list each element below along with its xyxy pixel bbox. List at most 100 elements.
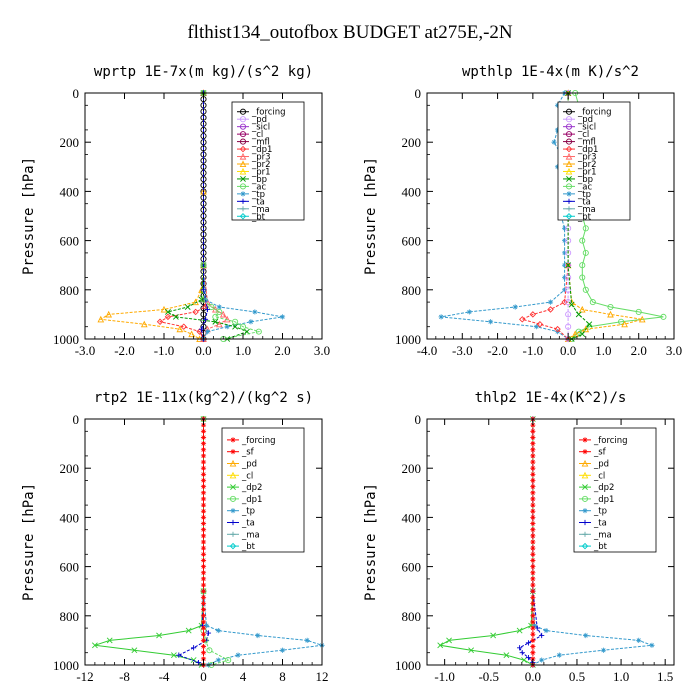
data-point: [529, 311, 537, 318]
data-point: [565, 323, 572, 330]
y-tick-label: 0: [415, 86, 422, 101]
legend-marker: [240, 198, 246, 204]
data-point: [519, 650, 525, 656]
data-point: [638, 315, 646, 323]
series-line-pr3: [203, 93, 228, 340]
legend-label: _cl: [593, 471, 605, 481]
legend-label: _forcing: [251, 108, 286, 118]
legend-label: _tp: [577, 190, 591, 200]
legend-marker: [239, 108, 247, 115]
legend-label: _bp: [577, 175, 593, 185]
y-axis-label: Pressure [hPa]: [21, 157, 37, 275]
data-point: [621, 320, 628, 328]
legend-marker: [230, 519, 236, 526]
data-point: [216, 304, 222, 310]
data-point: [304, 637, 310, 643]
data-point: [91, 642, 98, 649]
series-line-dp2: [94, 419, 204, 666]
data-point: [200, 656, 207, 662]
data-point: [530, 570, 536, 576]
data-point: [530, 588, 536, 594]
data-point: [583, 632, 589, 639]
data-point: [556, 652, 562, 658]
chart-subtitle: wpthlp 1E-4x(m K)/s^2: [462, 64, 639, 80]
data-point: [534, 625, 540, 631]
legend-label: _dp1: [241, 495, 262, 505]
x-tick-label: 1.0: [595, 343, 611, 358]
legend: _forcing _sf _pd_cl _dp2 _dp1 _tp _ta_ma _bt: [221, 427, 305, 553]
legend-marker: [581, 542, 589, 550]
data-point: [636, 637, 642, 643]
legend-label: _pr3: [577, 153, 597, 163]
x-tick-label: 3.0: [314, 343, 330, 358]
y-tick-label: 600: [402, 560, 422, 575]
data-point: [200, 490, 207, 496]
data-point: [582, 249, 589, 256]
x-tick-label: -1.0: [154, 343, 175, 358]
legend-label: _dp1: [577, 145, 598, 155]
data-point: [279, 314, 286, 320]
data-point: [530, 545, 536, 551]
figure-title: flthist134_outofbox BUDGET at275E,-2N: [187, 22, 513, 43]
data-point: [565, 286, 572, 293]
data-point: [582, 325, 590, 333]
legend-marker: [239, 160, 247, 168]
y-tick-label: 600: [402, 234, 422, 249]
data-point: [565, 299, 572, 306]
data-point: [106, 637, 113, 644]
data-point: [565, 311, 572, 318]
legend-label: _forcing: [241, 436, 276, 446]
legend-label: _tp: [241, 507, 255, 517]
data-point: [200, 625, 207, 631]
x-tick-label: -3.0: [452, 343, 473, 358]
legend-marker: [230, 508, 236, 514]
y-tick-label: 800: [60, 609, 80, 624]
data-point: [219, 310, 227, 318]
legend-label: _dp2: [241, 483, 262, 493]
chart-subtitle: rtp2 1E-11x(kg^2)/(kg^2 s): [94, 390, 313, 406]
data-point: [530, 594, 536, 600]
x-tick-label: -0.5: [478, 669, 499, 684]
data-point: [191, 645, 197, 651]
data-point: [203, 623, 210, 629]
legend-marker: [230, 449, 236, 455]
data-point: [532, 623, 538, 629]
data-point: [224, 324, 230, 330]
legend-label: _pd: [577, 115, 593, 125]
data-point: [554, 127, 561, 133]
data-point: [530, 576, 536, 582]
data-point: [195, 659, 202, 666]
series-line-dp1: [158, 93, 207, 340]
legend-marker: [565, 123, 573, 130]
data-point: [503, 652, 510, 659]
x-tick-label: 8: [279, 669, 286, 684]
data-point: [530, 625, 536, 631]
data-point: [200, 453, 207, 459]
legend-marker: [565, 160, 573, 168]
x-tick-label: 12: [316, 669, 329, 684]
x-tick-label: 1.0: [235, 343, 251, 358]
legend-label: _sf: [593, 448, 607, 458]
x-tick-label: 0.0: [195, 343, 211, 358]
data-point: [200, 533, 207, 539]
legend-marker: [230, 437, 236, 443]
data-point: [530, 484, 536, 490]
legend-label: _tp: [593, 507, 607, 517]
data-point: [279, 647, 286, 653]
legend-marker: [582, 484, 588, 491]
data-point: [97, 315, 105, 323]
data-point: [575, 328, 582, 335]
series-group: [437, 416, 655, 668]
data-point: [200, 262, 207, 269]
data-point: [543, 627, 549, 634]
data-point: [649, 642, 655, 648]
legend-label: _bt: [577, 212, 592, 222]
y-tick-label: 200: [402, 135, 422, 150]
y-tick-label: 800: [402, 609, 422, 624]
data-point: [192, 308, 199, 316]
legend-label: _pd: [593, 460, 609, 470]
data-point: [212, 305, 219, 313]
legend-label: _pr3: [251, 153, 271, 163]
x-tick-label: 0: [200, 669, 207, 684]
data-point: [239, 323, 247, 330]
